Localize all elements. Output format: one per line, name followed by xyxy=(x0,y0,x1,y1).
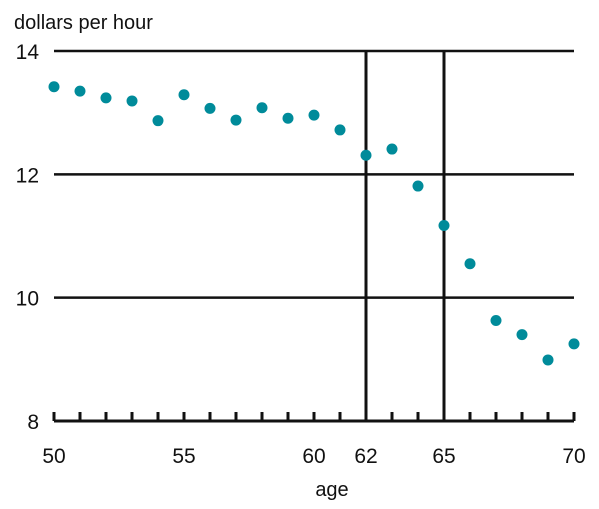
minor-x-ticks xyxy=(52,412,576,421)
data-point-57 xyxy=(230,114,242,126)
y-axis-label: dollars per hour xyxy=(14,12,153,34)
x-tick-label-62: 62 xyxy=(354,445,377,468)
data-point-70 xyxy=(568,338,580,350)
x-tick-label-50: 50 xyxy=(42,445,65,468)
y-tick-label-12: 12 xyxy=(16,164,39,187)
data-point-63 xyxy=(386,143,398,155)
data-point-67 xyxy=(490,314,502,326)
data-point-52 xyxy=(100,92,112,104)
data-point-65 xyxy=(438,220,450,232)
y-tick-label-8: 8 xyxy=(27,411,39,434)
data-points xyxy=(48,81,580,366)
x-tick-labels: 50 55 60 62 65 70 xyxy=(42,445,585,468)
gridlines xyxy=(54,49,574,299)
x-axis-label: age xyxy=(315,479,348,501)
data-point-54 xyxy=(152,115,164,127)
data-point-68 xyxy=(516,329,528,341)
data-point-60 xyxy=(308,109,320,121)
x-tick-label-70: 70 xyxy=(562,445,585,468)
x-tick-label-60: 60 xyxy=(302,445,325,468)
y-tick-labels: 8 10 12 14 xyxy=(16,41,40,434)
reference-lines xyxy=(364,51,446,421)
x-tick-label-65: 65 xyxy=(432,445,455,468)
data-point-55 xyxy=(178,89,190,101)
data-point-66 xyxy=(464,258,476,270)
data-point-53 xyxy=(126,95,138,107)
data-point-50 xyxy=(48,81,60,93)
y-tick-label-10: 10 xyxy=(16,288,39,311)
data-point-56 xyxy=(204,102,216,114)
data-point-51 xyxy=(74,85,86,97)
data-point-61 xyxy=(334,124,346,136)
y-tick-label-14: 14 xyxy=(16,41,40,64)
data-point-58 xyxy=(256,102,268,114)
x-tick-label-55: 55 xyxy=(172,445,195,468)
data-point-62 xyxy=(360,149,372,161)
data-point-59 xyxy=(282,112,294,124)
data-point-64 xyxy=(412,180,424,192)
data-point-69 xyxy=(542,354,554,366)
